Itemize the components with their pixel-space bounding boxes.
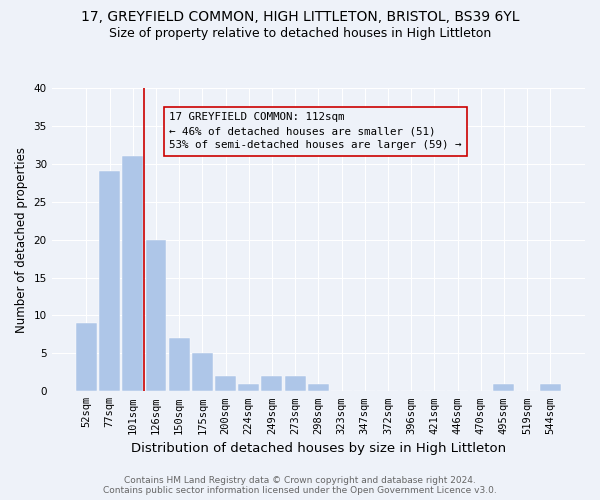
Bar <box>540 384 561 392</box>
Text: 17, GREYFIELD COMMON, HIGH LITTLETON, BRISTOL, BS39 6YL: 17, GREYFIELD COMMON, HIGH LITTLETON, BR… <box>81 10 519 24</box>
Bar <box>146 240 166 392</box>
X-axis label: Distribution of detached houses by size in High Littleton: Distribution of detached houses by size … <box>131 442 506 455</box>
Bar <box>493 384 514 392</box>
Bar <box>76 323 97 392</box>
Bar <box>308 384 329 392</box>
Bar <box>169 338 190 392</box>
Bar <box>238 384 259 392</box>
Bar <box>284 376 305 392</box>
Text: Size of property relative to detached houses in High Littleton: Size of property relative to detached ho… <box>109 28 491 40</box>
Bar <box>215 376 236 392</box>
Bar <box>99 172 120 392</box>
Y-axis label: Number of detached properties: Number of detached properties <box>15 146 28 332</box>
Bar <box>262 376 283 392</box>
Text: 17 GREYFIELD COMMON: 112sqm
← 46% of detached houses are smaller (51)
53% of sem: 17 GREYFIELD COMMON: 112sqm ← 46% of det… <box>169 112 461 150</box>
Bar <box>122 156 143 392</box>
Bar <box>192 354 213 392</box>
Text: Contains HM Land Registry data © Crown copyright and database right 2024.
Contai: Contains HM Land Registry data © Crown c… <box>103 476 497 495</box>
